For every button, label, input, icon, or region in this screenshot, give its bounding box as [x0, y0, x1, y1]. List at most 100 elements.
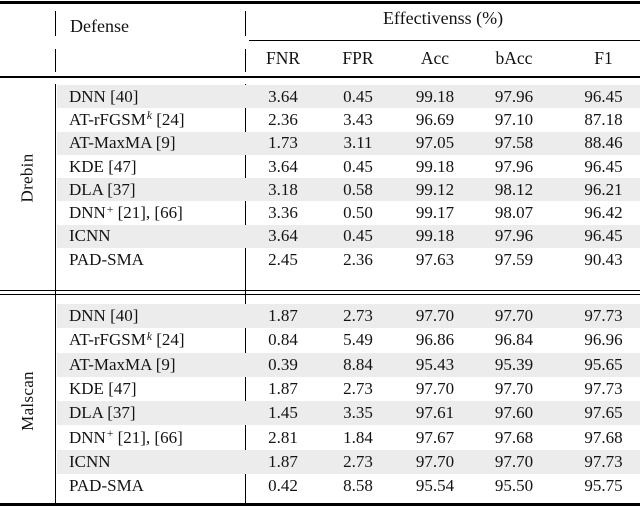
metric-value-cell: 97.96	[494, 86, 534, 106]
metric-value-cell: 95.75	[584, 476, 623, 496]
metric-value-cell: 97.96	[494, 226, 534, 246]
defense-name-cell: DLA [37]	[57, 180, 246, 200]
header-bottom-rule	[0, 75, 640, 78]
group-label-wrap: Malscan	[0, 304, 55, 498]
metric-value-cell: 97.70	[494, 379, 534, 399]
defense-citation: [21], [66]	[113, 203, 183, 223]
defense-base-text: KDE	[69, 379, 104, 399]
group-label-malscan: Malscan	[17, 371, 37, 432]
table-row: DNN+ [21], [66] 3.36 0.50 99.17 98.07 96.42	[57, 201, 640, 224]
metric-value-cell: 95.39	[494, 354, 534, 374]
metric-value-cell: 3.35	[343, 403, 373, 423]
group-malscan: Malscan DNN [40] 1.87 2.73 97.70 97.70 97.73 A…	[0, 304, 640, 498]
defense-citation: [40]	[105, 306, 139, 326]
metric-value-cell: 1.87	[268, 306, 298, 326]
table-row: DNN [40] 1.87 2.73 97.70 97.70 97.73	[57, 304, 640, 329]
defense-citation: [47]	[103, 379, 137, 399]
metric-value-cell: 97.73	[584, 306, 623, 326]
group-rows-drebin: DNN [40] 3.64 0.45 99.18 97.96 96.45 AT-rFGSMk…	[0, 85, 640, 271]
metric-value-cell: 1.87	[268, 451, 298, 471]
defense-base-text: AT-MaxMA	[69, 133, 152, 153]
metric-value-cell: 95.50	[494, 476, 534, 496]
metric-value-cell: 0.45	[343, 226, 373, 246]
metric-value-cell: 96.42	[584, 203, 623, 223]
defense-citation: [21], [66]	[113, 427, 183, 447]
metric-value-cell: 1.84	[343, 427, 373, 447]
defense-citation: [9]	[151, 354, 176, 374]
metric-value-cell: 97.63	[415, 249, 455, 269]
defense-superscript: k	[146, 330, 152, 343]
column-header-fnr: FNR	[265, 47, 301, 68]
defense-name-cell: DNN+ [21], [66]	[57, 428, 246, 448]
defense-name-cell: KDE [47]	[57, 157, 246, 177]
defense-base-text: AT-MaxMA	[69, 354, 152, 374]
defense-name-cell: ICNN	[57, 452, 246, 472]
metric-value-cell: 99.12	[415, 179, 455, 199]
metric-value-cell: 1.87	[268, 379, 298, 399]
column-header-fpr: FPR	[342, 47, 374, 68]
defense-citation: [9]	[151, 133, 176, 153]
metric-value-cell: 96.69	[415, 109, 455, 129]
defense-base-text: AT-rFGSM	[69, 330, 146, 350]
metric-value-cell: 97.10	[494, 109, 534, 129]
metric-value-cell: 97.73	[584, 451, 623, 471]
metric-value-cell: 3.64	[268, 156, 298, 176]
defense-base-text: DNN	[69, 306, 106, 326]
metric-value-cell: 98.07	[494, 203, 534, 223]
group-rows-malscan: DNN [40] 1.87 2.73 97.70 97.70 97.73 AT-rFGSMk…	[0, 304, 640, 498]
table-row: DNN [40] 3.64 0.45 99.18 97.96 96.45	[57, 85, 640, 109]
metric-value-cell: 5.49	[343, 330, 373, 350]
defense-base-text: KDE	[69, 156, 104, 176]
table-row: AT-rFGSMk [24] 2.36 3.43 96.69 97.10 87.18	[57, 108, 640, 131]
metric-value-cell: 97.70	[494, 306, 534, 326]
defense-base-text: DNN	[69, 427, 106, 447]
metric-value-cell: 97.70	[494, 451, 534, 471]
vertical-rule-left	[54, 49, 56, 72]
defense-name-cell: DLA [37]	[57, 403, 246, 423]
defense-name-cell: ICNN	[57, 226, 246, 246]
table-row: ICNN 3.64 0.45 99.18 97.96 96.45	[57, 224, 640, 249]
metric-value-cell: 97.67	[415, 427, 455, 447]
group-separator-rule-top	[0, 290, 640, 292]
metric-value-cell: 99.18	[415, 156, 455, 176]
table-row: KDE [47] 3.64 0.45 99.18 97.96 96.45	[57, 155, 640, 178]
metric-value-cell: 97.70	[415, 306, 455, 326]
metric-value-cell: 99.17	[415, 203, 455, 223]
defense-citation: [24]	[151, 330, 185, 350]
table-row: DNN+ [21], [66] 2.81 1.84 97.67 97.68 97.68	[57, 425, 640, 449]
metric-value-cell: 0.42	[268, 476, 298, 496]
vertical-rule-middle	[244, 49, 246, 72]
metric-value-cell: 0.50	[343, 203, 373, 223]
group-label-wrap: Drebin	[0, 85, 55, 271]
defense-citation: [37]	[103, 179, 136, 199]
defense-superscript: k	[146, 110, 152, 123]
metric-value-cell: 97.61	[415, 403, 455, 423]
metric-value-cell: 99.18	[415, 86, 455, 106]
effectiveness-underline-rule	[249, 39, 640, 42]
metric-value-cell: 3.36	[268, 203, 298, 223]
table-row: DLA [37] 1.45 3.35 97.61 97.60 97.65	[57, 401, 640, 426]
defense-base-text: DLA	[69, 403, 103, 423]
table-row: PAD-SMA 2.45 2.36 97.63 97.59 90.43	[57, 248, 640, 271]
defense-column-header: Defense	[70, 16, 129, 36]
defense-name-cell: AT-rFGSMk [24]	[57, 110, 246, 130]
effectiveness-header: Effectivenss (%)	[382, 8, 504, 28]
defense-base-text: PAD-SMA	[69, 249, 144, 269]
defense-name-cell: AT-MaxMA [9]	[57, 133, 246, 153]
metric-value-cell: 97.73	[584, 379, 623, 399]
metric-value-cell: 0.39	[268, 354, 298, 374]
defense-name-cell: DNN+ [21], [66]	[57, 203, 246, 223]
metric-value-cell: 8.84	[343, 354, 373, 374]
defense-base-text: PAD-SMA	[69, 476, 144, 496]
defense-name-cell: PAD-SMA	[57, 250, 246, 270]
metric-value-cell: 8.58	[343, 476, 373, 496]
group-drebin: Drebin DNN [40] 3.64 0.45 99.18 97.96 96.45 AT…	[0, 85, 640, 271]
metric-value-cell: 2.36	[343, 249, 373, 269]
table-row: ICNN 1.87 2.73 97.70 97.70 97.73	[57, 449, 640, 475]
defense-base-text: AT-rFGSM	[69, 109, 146, 129]
defense-name-cell: DNN [40]	[57, 87, 246, 107]
table-row: AT-rFGSMk [24] 0.84 5.49 96.86 96.84 96.96	[57, 328, 640, 352]
metric-value-cell: 95.65	[584, 354, 623, 374]
defense-base-text: ICNN	[69, 226, 111, 246]
table-row: PAD-SMA 0.42 8.58 95.54 95.50 95.75	[57, 474, 640, 498]
